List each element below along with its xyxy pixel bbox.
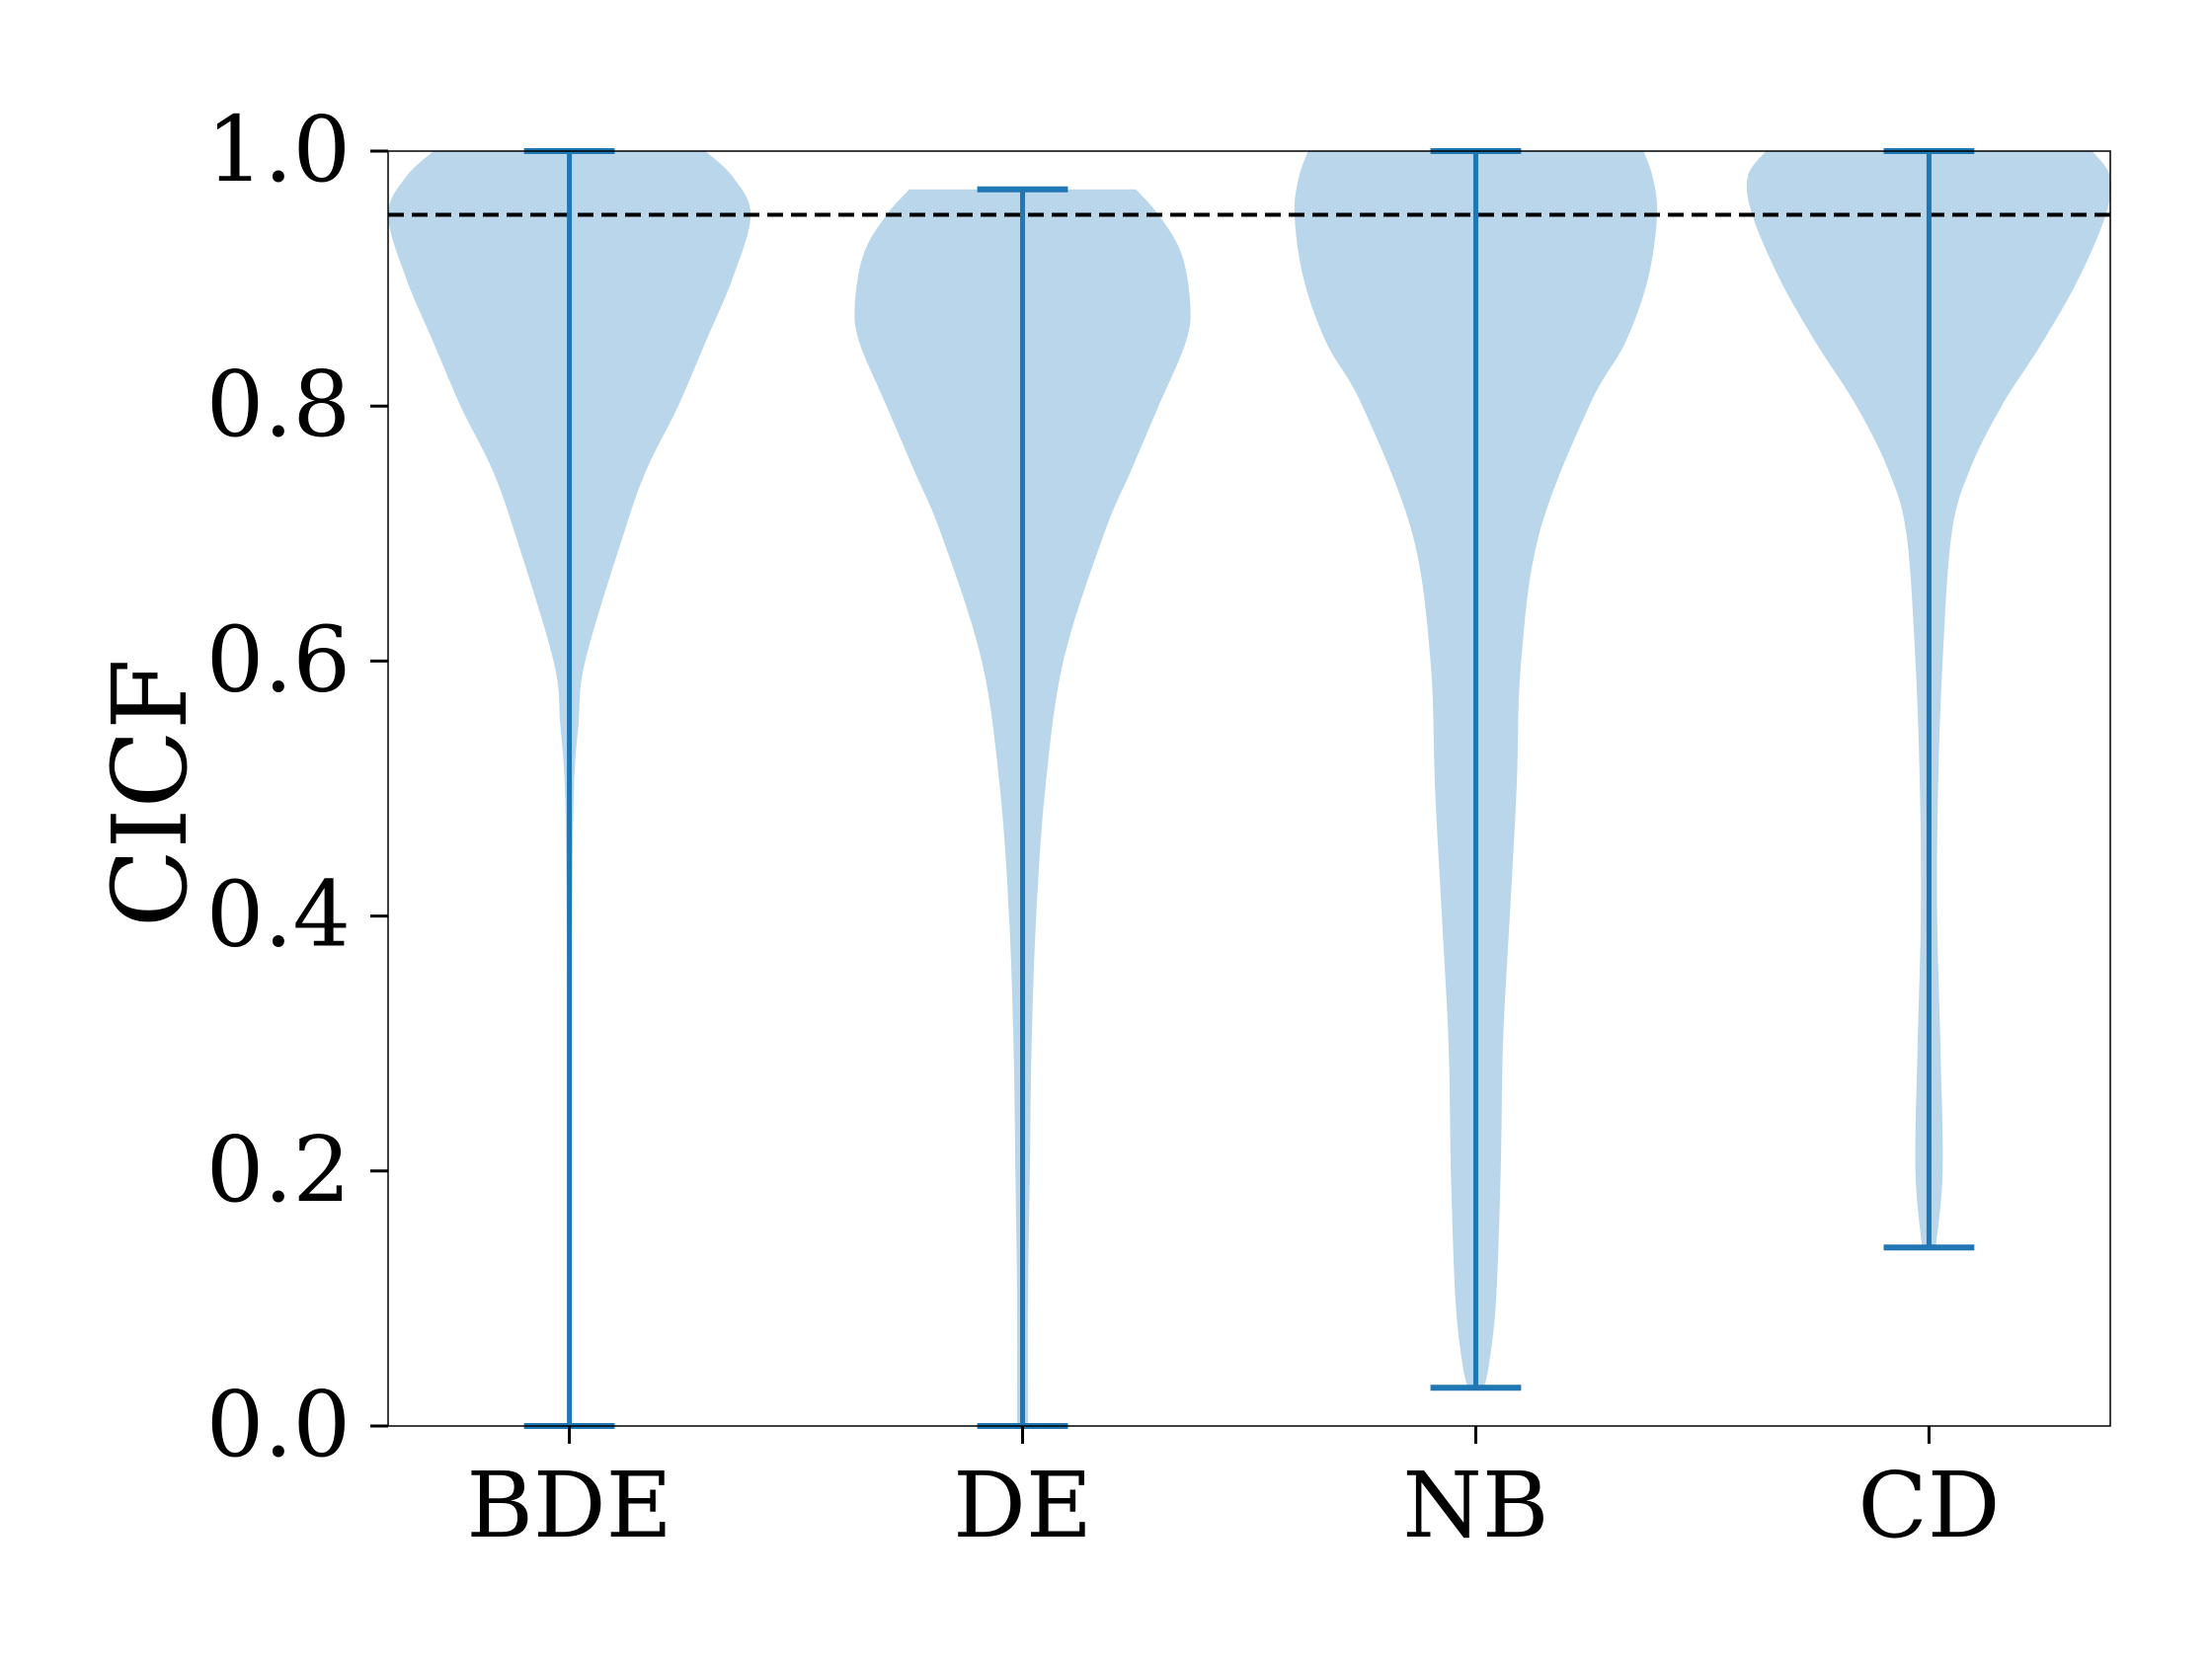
plot-area: 0.0 0.2 0.4 0.6 0.8 1.0 BDE DE NB CD [206,97,2112,1558]
y-tick-label: 0.4 [206,862,351,968]
y-tick-label: 0.8 [206,352,351,457]
y-tick-label: 0.2 [206,1117,351,1223]
x-tick-label-de: DE [953,1453,1092,1558]
y-tick-label: 0.6 [206,606,351,712]
y-axis-title: CICF [90,659,210,927]
x-tick-label-bde: BDE [466,1453,672,1558]
plot-frame [387,150,2111,1427]
x-tick-label-cd: CD [1857,1453,2000,1558]
y-tick-label: 0.0 [206,1372,351,1477]
x-tick-label-nb: NB [1402,1453,1548,1558]
y-tick-label: 1.0 [206,97,351,202]
